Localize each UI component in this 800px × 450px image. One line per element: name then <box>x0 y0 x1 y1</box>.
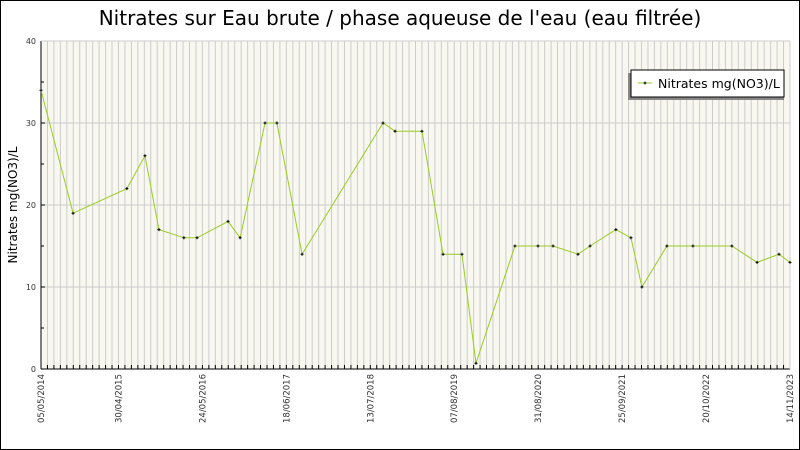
data-point <box>614 228 618 232</box>
data-point <box>474 361 478 365</box>
data-point <box>730 244 734 248</box>
data-point <box>300 252 304 256</box>
legend-label: Nitrates mg(NO3)/L <box>658 76 780 91</box>
x-tick-label: 31/08/2020 <box>534 374 544 423</box>
legend-box <box>630 69 785 98</box>
chart-title: Nitrates sur Eau brute / phase aqueuse d… <box>98 6 702 30</box>
data-point <box>755 260 759 264</box>
y-tick-label: 0 <box>31 365 36 374</box>
x-tick-label: 05/05/2014 <box>37 374 47 423</box>
x-tick-label: 24/05/2016 <box>198 374 208 423</box>
data-point <box>460 252 464 256</box>
data-point <box>226 219 230 223</box>
data-point <box>125 187 129 191</box>
data-point <box>777 252 781 256</box>
data-point <box>576 252 580 256</box>
data-point <box>536 244 540 248</box>
series-line <box>40 90 791 364</box>
data-point <box>238 236 242 240</box>
data-point <box>157 228 161 232</box>
y-tick-label: 40 <box>26 37 36 46</box>
x-tick-label: 20/10/2022 <box>702 374 712 423</box>
data-point <box>441 252 445 256</box>
x-tick-label: 25/09/2021 <box>618 374 628 423</box>
x-tick-label: 30/04/2015 <box>114 374 124 423</box>
data-point <box>513 244 517 248</box>
data-point <box>143 154 147 158</box>
y-tick-label: 30 <box>26 119 36 128</box>
data-point <box>263 121 267 125</box>
y-axis-label: Nitrates mg(NO3)/L <box>6 146 20 263</box>
data-point <box>39 88 43 92</box>
data-point <box>182 236 186 240</box>
legend-marker-swatch <box>643 81 647 85</box>
data-point <box>788 260 792 264</box>
y-tick-label: 20 <box>26 201 36 210</box>
data-point <box>691 244 695 248</box>
data-point <box>588 244 592 248</box>
data-point <box>381 121 385 125</box>
data-point <box>393 129 397 133</box>
data-point <box>71 211 75 215</box>
x-tick-label: 18/06/2017 <box>282 374 292 423</box>
data-point <box>665 244 669 248</box>
x-tick-label: 14/11/2023 <box>786 374 796 423</box>
data-point <box>275 121 279 125</box>
data-point <box>629 236 633 240</box>
data-point <box>420 129 424 133</box>
data-point <box>640 285 644 289</box>
data-point <box>551 244 555 248</box>
data-point <box>195 236 199 240</box>
x-tick-label: 13/07/2018 <box>366 374 376 423</box>
x-tick-label: 07/08/2019 <box>450 374 460 423</box>
y-tick-label: 10 <box>26 283 36 292</box>
